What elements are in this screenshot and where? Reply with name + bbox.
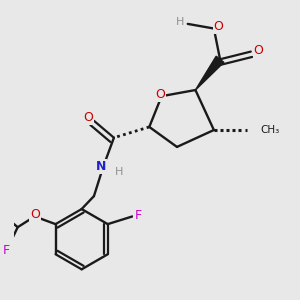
Text: F: F bbox=[2, 244, 10, 257]
Text: O: O bbox=[83, 111, 93, 124]
Polygon shape bbox=[195, 56, 224, 90]
Text: N: N bbox=[95, 160, 106, 173]
Text: O: O bbox=[254, 44, 263, 56]
Text: F: F bbox=[134, 209, 141, 222]
Text: O: O bbox=[30, 208, 40, 221]
Text: H: H bbox=[115, 167, 123, 176]
Text: H: H bbox=[176, 17, 184, 27]
Text: O: O bbox=[214, 20, 224, 33]
Text: O: O bbox=[155, 88, 165, 101]
Text: CH₃: CH₃ bbox=[260, 125, 279, 135]
